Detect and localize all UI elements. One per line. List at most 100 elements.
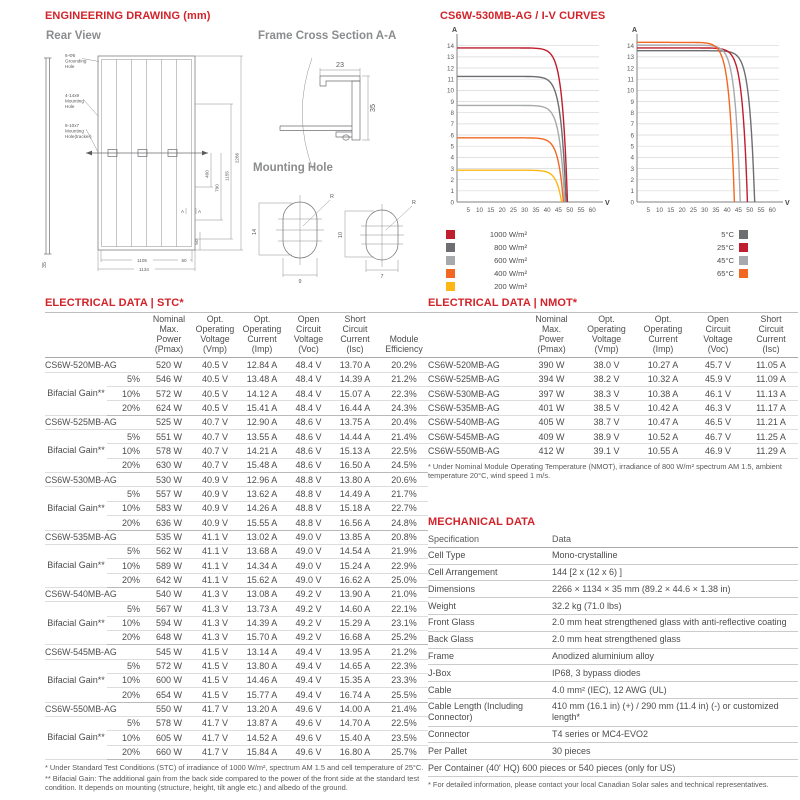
mech-spec: Specification (428, 531, 552, 548)
table-cell: 40.5 V (193, 372, 237, 388)
table-cell: 22.3% (380, 659, 428, 674)
table-cell: 40.5 V (193, 357, 237, 373)
table-cell: 41.1 V (193, 573, 237, 588)
table-cell: 13.95 A (330, 644, 380, 660)
svg-text:8-10x7: 8-10x7 (65, 123, 79, 128)
table-cell: 41.7 V (193, 716, 237, 732)
svg-text:30: 30 (521, 207, 529, 214)
column-header: Short Circuit Current (Isc) (330, 312, 380, 359)
svg-text:15: 15 (487, 207, 495, 214)
table-cell: 48.8 V (287, 501, 330, 517)
mech-row: Cell Arrangement 144 [2 x (12 x 6) ] (428, 564, 798, 582)
dim-2266: 2266 (235, 152, 240, 163)
table-cell: 545 W (145, 644, 193, 660)
table-cell: 572 W (145, 659, 193, 674)
dim-oval2-radius: R (412, 200, 416, 206)
mech-row: Connector T4 series or MC4-EVO2 (428, 726, 798, 744)
bifacial-gain-row: Bifacial Gain** 5% 572 W 41.5 V 13.80 A 49.4 … (45, 659, 428, 703)
column-header: Opt. Operating Voltage (Vmp) (193, 312, 237, 359)
svg-text:9: 9 (450, 99, 454, 106)
model-name: CS6W-525MB-AG (428, 372, 524, 388)
table-cell: 11.05 A (744, 357, 798, 373)
gain-percentage: 10% (107, 616, 145, 631)
table-cell: 12.90 A (237, 415, 287, 431)
table-cell: 41.3 V (193, 630, 237, 646)
section-mark-a-left: A (181, 209, 185, 214)
svg-text:15: 15 (667, 207, 675, 214)
dim-400: 400 (205, 170, 210, 178)
legend-item: 5°C (717, 228, 748, 241)
legend-label: 45°C (717, 256, 734, 265)
svg-text:35: 35 (712, 207, 720, 214)
svg-text:0: 0 (630, 199, 634, 206)
mechanical-title: MECHANICAL DATA (428, 516, 536, 528)
table-cell: 38.0 V (579, 357, 634, 373)
model-row: CS6W-545MB-AG 545 W 41.5 V 13.14 A 49.4 V 13.… (45, 644, 428, 660)
svg-text:1: 1 (450, 188, 454, 195)
mech-row: Back Glass 2.0 mm heat strengthened glass (428, 631, 798, 649)
table-cell: 15.35 A (330, 673, 380, 689)
table-cell: 11.13 A (744, 386, 798, 402)
svg-text:14: 14 (447, 43, 455, 50)
table-cell: 40.5 V (193, 400, 237, 416)
iv-charts: 0 1 2 3 4 5 6 7 8 9 10 11 12 13 14 5 10 15 20 25 30 35 40 45 50 5… (440, 26, 796, 226)
stc-footnote-2: ** Bifacial Gain: The additional gain fr… (45, 773, 420, 793)
svg-text:0: 0 (450, 199, 454, 206)
table-cell: 16.68 A (330, 630, 380, 646)
gain-percentage: 10% (107, 730, 145, 746)
table-cell: 40.9 V (193, 515, 237, 531)
mechanical-table: Specification Data Cell Type Mono-crystalli… (428, 531, 798, 777)
svg-text:10: 10 (447, 88, 455, 95)
svg-text:35: 35 (532, 207, 540, 214)
svg-text:Hole: Hole (65, 104, 75, 109)
table-cell: 49.6 V (287, 745, 330, 761)
table-cell: 13.75 A (330, 415, 380, 431)
table-cell: 13.62 A (237, 486, 287, 502)
table-cell: 24.8% (380, 515, 428, 531)
table-cell: 589 W (145, 558, 193, 574)
table-cell: 38.3 V (579, 386, 634, 402)
gain-percentage: 10% (107, 386, 145, 402)
table-cell: 48.6 V (287, 415, 330, 431)
svg-text:6: 6 (450, 132, 454, 139)
table-cell: 38.9 V (579, 429, 634, 445)
legend-swatch-icon (446, 256, 455, 265)
legend-item: 400 W/m² (446, 267, 527, 280)
mech-data: 2.0 mm heat strengthened glass (552, 631, 798, 649)
table-cell: 551 W (145, 429, 193, 445)
bifacial-gain-row: Bifacial Gain** 5% 578 W 41.7 V 13.87 A 49.6 … (45, 716, 428, 761)
model-name: CS6W-540MB-AG (45, 587, 145, 603)
svg-text:10: 10 (476, 207, 484, 214)
iv-curve (637, 41, 736, 203)
gain-percentage: 20% (107, 573, 145, 588)
bifacial-gain-label: Bifacial Gain** (45, 716, 107, 761)
legend-swatch-icon (739, 243, 748, 252)
table-cell: 48.8 V (287, 515, 330, 531)
table-cell: 40.7 V (193, 443, 237, 459)
table-cell: 38.2 V (579, 372, 634, 388)
table-cell: 41.5 V (193, 659, 237, 674)
table-cell: 41.1 V (193, 530, 237, 545)
svg-text:8: 8 (630, 110, 634, 117)
mechanical-table-body: Specification Data Cell Type Mono-crystalli… (428, 531, 798, 777)
mech-row: Cable 4.0 mm² (IEC), 12 AWG (UL) (428, 681, 798, 699)
mech-spec: Connector (428, 726, 552, 744)
svg-text:5: 5 (467, 207, 471, 214)
engineering-title: ENGINEERING DRAWING (mm) (45, 10, 211, 22)
dim-oval2-width: 7 (381, 274, 384, 280)
table-cell: 15.13 A (330, 443, 380, 459)
table-cell: 22.7% (380, 501, 428, 517)
model-name: CS6W-520MB-AG (45, 357, 145, 373)
bifacial-gain-row: 20% 624 W 40.5 V 15.41 A 48.4 V 16.44 A 24.3% (45, 400, 428, 416)
table-cell: 49.0 V (287, 530, 330, 545)
bifacial-gain-row: 20% 636 W 40.9 V 15.55 A 48.8 V 16.56 A 24.8% (45, 515, 428, 531)
bifacial-gain-row: 10% 600 W 41.5 V 14.46 A 49.4 V 15.35 A 23.3% (45, 673, 428, 689)
legend-item: 600 W/m² (446, 254, 527, 267)
mech-data: 30 pieces (552, 742, 798, 761)
svg-text:V: V (785, 200, 790, 207)
table-cell: 48.6 V (287, 443, 330, 459)
table-cell: 49.2 V (287, 587, 330, 603)
mech-spec: Cell Type (428, 547, 552, 565)
